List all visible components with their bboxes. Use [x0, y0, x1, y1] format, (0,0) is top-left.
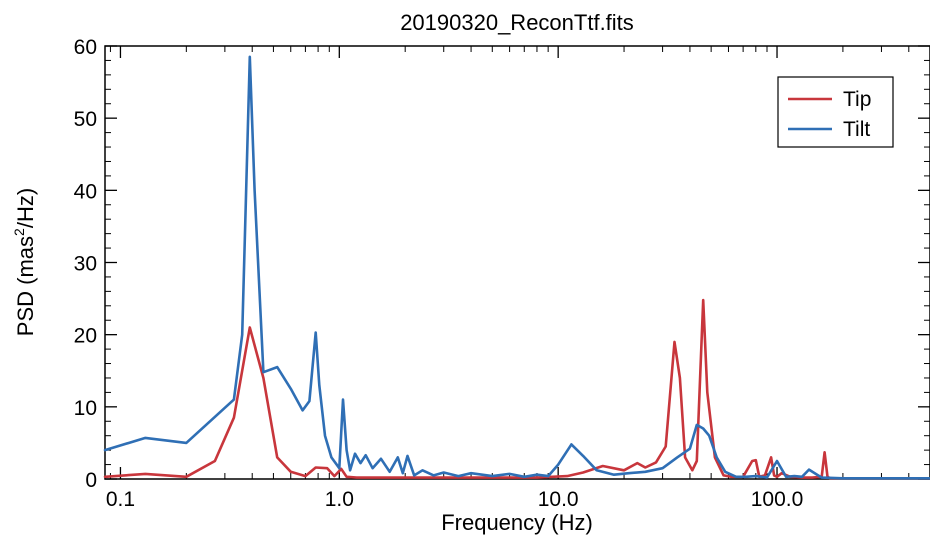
- chart-title: 20190320_ReconTtf.fits: [400, 10, 634, 35]
- x-tick-label: 100.0: [751, 488, 804, 511]
- axis-ticks: 0 10 20 30 40 50 60 0.1 1.0 10.0 100.0: [74, 36, 930, 511]
- y-axis-label-main: PSD (mas: [13, 236, 38, 336]
- legend-label-tilt: Tilt: [843, 118, 870, 141]
- y-tick-label: 60: [74, 36, 97, 59]
- y-tick-label: 40: [74, 180, 97, 203]
- y-axis-label-sup: 2: [11, 228, 27, 236]
- legend-label-tip: Tip: [843, 88, 871, 111]
- y-tick-label: 0: [85, 469, 97, 492]
- x-tick-label: 10.0: [538, 488, 579, 511]
- legend-box: [777, 76, 894, 148]
- y-axis-label-tail: /Hz): [13, 188, 38, 228]
- x-axis-label: Frequency (Hz): [441, 510, 593, 535]
- y-tick-label: 50: [74, 108, 97, 131]
- legend: Tip Tilt: [777, 76, 894, 148]
- y-tick-label: 30: [74, 253, 97, 276]
- series-line-tilt: [103, 55, 930, 480]
- x-tick-label: 1.0: [325, 488, 354, 511]
- y-tick-label: 10: [74, 397, 97, 420]
- y-tick-label: 20: [74, 325, 97, 348]
- x-tick-label: 0.1: [106, 488, 135, 511]
- series-lines: [103, 55, 930, 480]
- y-axis-label: PSD (mas2/Hz): [11, 188, 38, 336]
- series-line-tip: [103, 298, 930, 480]
